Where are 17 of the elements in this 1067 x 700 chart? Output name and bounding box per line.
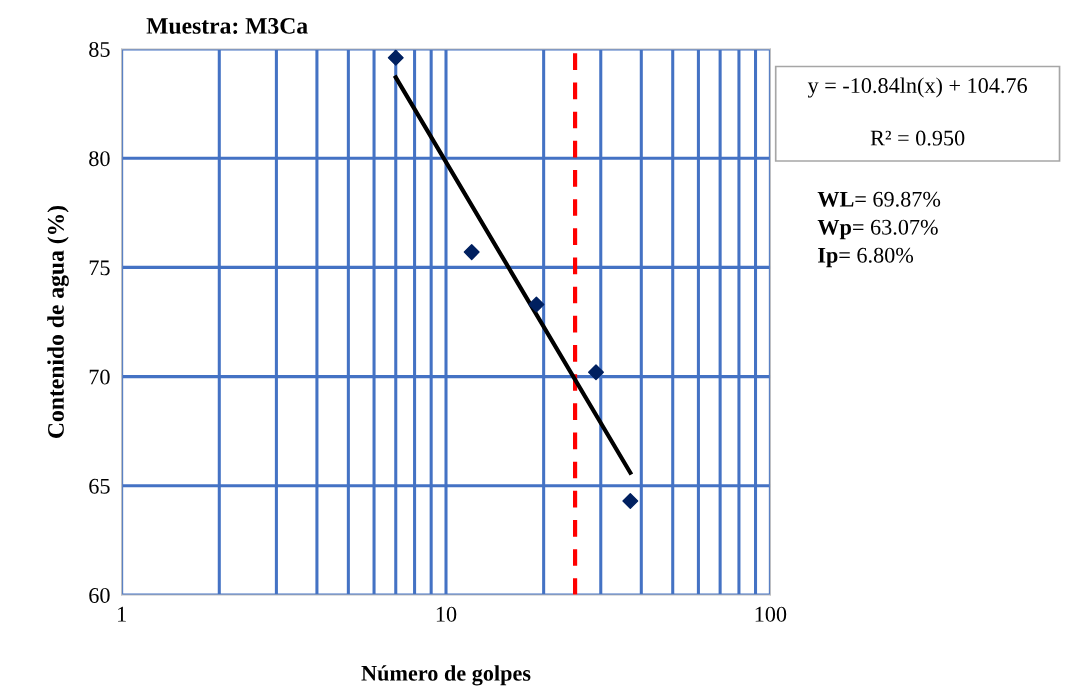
- chart-title: Muestra: M3Ca: [146, 17, 308, 34]
- text: WL= 69.87%: [817, 191, 941, 207]
- x-tick-label: 10: [436, 606, 457, 622]
- text: R² = 0.950: [870, 130, 965, 146]
- y-tick-label: 75: [89, 260, 110, 276]
- text: Wp= 63.07%: [817, 219, 938, 240]
- x-tick-label: 100: [755, 606, 787, 622]
- y-tick-label: 60: [89, 587, 110, 603]
- text: Ip= 6.80%: [818, 247, 914, 268]
- y-tick-label: 70: [89, 369, 110, 385]
- y-tick-label: 80: [89, 151, 110, 167]
- y-tick-label: 65: [89, 478, 110, 494]
- x-tick-label: 1: [118, 606, 126, 622]
- text: y = -10.84ln(x) + 104.76: [807, 77, 1028, 98]
- y-tick-label: 85: [89, 41, 110, 57]
- y-axis-title: Contenido de agua (%): [47, 205, 69, 438]
- x-axis-title: Número de golpes: [361, 665, 531, 686]
